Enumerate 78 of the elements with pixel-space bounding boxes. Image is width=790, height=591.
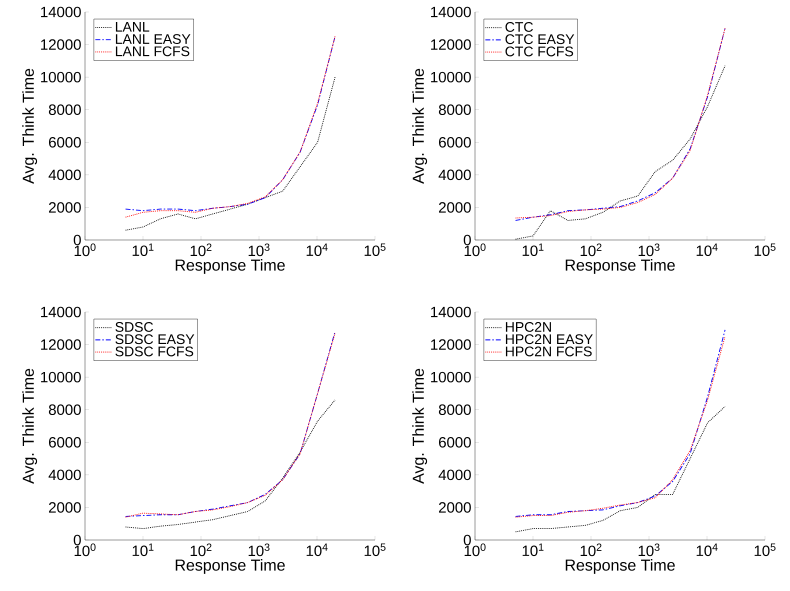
- x-tick-label: 10$^{2}$: [580, 244, 602, 256]
- x-tick-label: 10$^{3}$: [638, 544, 660, 556]
- y-tick-label: 8000: [438, 104, 471, 115]
- y-tick-label: 2000: [438, 502, 471, 513]
- x-tick-label: 10$^{3}$: [248, 544, 270, 556]
- x-tick-label: 10$^{2}$: [190, 244, 212, 256]
- y-tick-label: 12000: [41, 339, 81, 350]
- legend-label: HPC2N: [506, 322, 551, 332]
- y-tick-label: 6000: [49, 436, 81, 448]
- x-tick-label: 10$^{4}$: [696, 544, 718, 556]
- x-tick-label: 10$^{5}$: [754, 544, 776, 556]
- y-tick-label: 10000: [41, 372, 81, 382]
- x-axis-title: Response Time: [566, 559, 675, 574]
- legend-label: CTC: [506, 22, 533, 32]
- x-tick-label: 10$^{0}$: [464, 244, 486, 256]
- y-tick-label: 6000: [49, 136, 81, 148]
- y-tick-label: 14000: [41, 306, 81, 318]
- legend-label: SDSC: [115, 322, 154, 332]
- y-tick-label: 8000: [438, 404, 471, 415]
- y-tick-label: 4000: [48, 470, 81, 480]
- y-tick-label: 4000: [48, 170, 81, 180]
- y-tick-label: 6000: [439, 136, 471, 148]
- y-tick-label: 2000: [48, 202, 81, 213]
- legend-label: LANL FCFS: [116, 46, 190, 56]
- y-tick-label: 10000: [41, 72, 81, 82]
- y-tick-label: 14000: [431, 6, 471, 18]
- y-tick-label: 12000: [431, 39, 471, 50]
- y-tick-label: 2000: [48, 502, 81, 513]
- y-axis-title: Avg. Think Time: [22, 68, 38, 184]
- y-tick-label: 10000: [431, 372, 471, 382]
- y-tick-label: 14000: [431, 306, 471, 318]
- y-tick-label: 0: [464, 534, 471, 546]
- legend-label: SDSC FCFS: [115, 346, 194, 356]
- y-tick-label: 4000: [438, 470, 471, 480]
- y-tick-label: 2000: [438, 202, 471, 213]
- y-axis-title: Avg. Think Time: [412, 368, 428, 484]
- y-tick-label: 0: [74, 234, 81, 246]
- legend-label: HPC2N EASY: [506, 334, 593, 344]
- x-tick-label: 10$^{1}$: [132, 544, 154, 556]
- x-tick-label: 10$^{0}$: [74, 544, 96, 556]
- y-axis-title: Avg. Think Time: [412, 68, 428, 184]
- x-tick-label: 10$^{5}$: [364, 544, 386, 556]
- x-tick-label: 10$^{4}$: [306, 244, 328, 256]
- x-tick-label: 10$^{4}$: [306, 544, 328, 556]
- y-axis-title: Avg. Think Time: [22, 368, 38, 484]
- line-series: [125, 399, 336, 530]
- x-tick-label: 10$^{3}$: [638, 244, 660, 256]
- x-tick-label: 10$^{2}$: [580, 544, 602, 556]
- y-tick-label: 10000: [431, 72, 471, 82]
- y-tick-label: 12000: [431, 339, 471, 350]
- y-tick-label: 0: [74, 534, 81, 546]
- x-tick-label: 10$^{2}$: [190, 544, 212, 556]
- x-tick-label: 10$^{5}$: [364, 244, 386, 256]
- x-tick-label: 10$^{0}$: [74, 244, 96, 256]
- legend-label: LANL EASY: [116, 34, 190, 44]
- legend-label: CTC FCFS: [506, 46, 574, 56]
- y-tick-label: 8000: [48, 104, 81, 115]
- line-series: [515, 406, 726, 532]
- x-axis-title: Response Time: [176, 559, 285, 574]
- x-tick-label: 10$^{5}$: [754, 244, 776, 256]
- x-tick-label: 10$^{4}$: [696, 244, 718, 256]
- legend-label: SDSC EASY: [115, 334, 194, 344]
- y-tick-label: 14000: [41, 6, 81, 18]
- x-axis-title: Response Time: [176, 259, 285, 274]
- y-tick-label: 4000: [438, 170, 471, 180]
- x-tick-label: 10$^{1}$: [522, 244, 544, 256]
- legend-label: LANL: [116, 22, 150, 32]
- x-axis-title: Response Time: [566, 259, 675, 274]
- legend-label: CTC EASY: [506, 34, 574, 44]
- y-tick-label: 8000: [48, 404, 81, 415]
- y-tick-label: 12000: [41, 39, 81, 50]
- x-tick-label: 10$^{1}$: [132, 244, 154, 256]
- x-tick-label: 10$^{1}$: [522, 544, 544, 556]
- y-tick-label: 6000: [439, 436, 471, 448]
- x-tick-label: 10$^{3}$: [248, 244, 270, 256]
- x-tick-label: 10$^{0}$: [464, 544, 486, 556]
- y-tick-label: 0: [464, 234, 471, 246]
- legend-label: HPC2N FCFS: [506, 346, 592, 356]
